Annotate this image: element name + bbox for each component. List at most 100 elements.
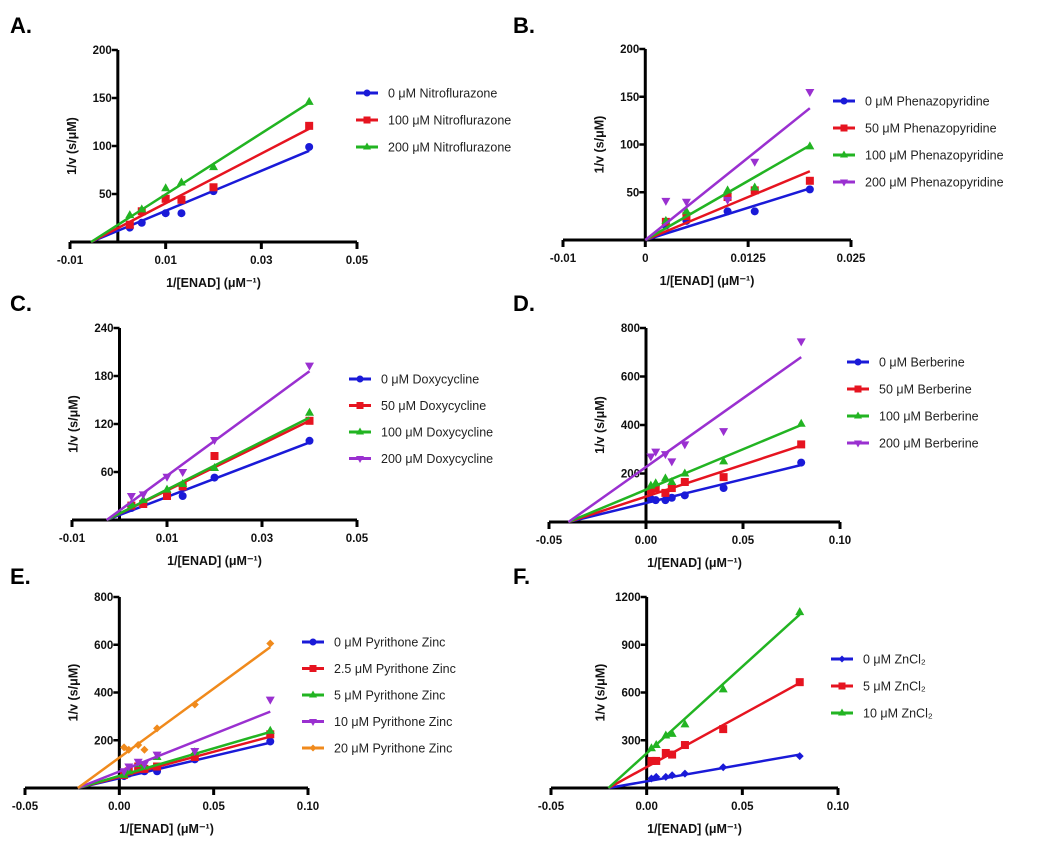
series-2: 200 μM Nitroflurazone: [90, 96, 511, 244]
data-point: [651, 448, 661, 457]
y-tick-label: 600: [621, 688, 640, 700]
x-tick-label: -0.01: [57, 255, 84, 267]
legend-marker: [840, 150, 848, 158]
x-tick-label: 0.10: [827, 801, 849, 813]
data-point: [668, 750, 677, 759]
data-point: [719, 428, 729, 437]
x-tick-label: 0.05: [346, 533, 369, 545]
legend-label: 20 μM Pyrithone Zinc: [334, 742, 452, 756]
data-point: [304, 96, 314, 105]
y-tick-label: 400: [621, 420, 640, 432]
panel-e: E. -0.05 0.00 0.05 0.10 200 400 600 800 1/[ENAD] …: [10, 564, 456, 836]
data-point: [178, 469, 188, 477]
x-tick-label: 0.01: [154, 255, 177, 267]
x-tick-label: 0.03: [250, 255, 272, 267]
series-0: 0 μM ZnCl₂: [608, 653, 926, 790]
data-point: [651, 496, 660, 505]
fit-line: [567, 356, 802, 524]
y-tick-label: 60: [101, 467, 114, 479]
data-point: [680, 441, 690, 450]
data-point: [210, 473, 219, 482]
x-tick-label: 0.01: [156, 533, 179, 545]
legend-label: 0 μM Pyrithone Zinc: [334, 636, 445, 650]
data-point: [163, 492, 171, 500]
data-point: [750, 207, 759, 216]
panel-label: C.: [10, 291, 32, 316]
data-point: [661, 197, 671, 206]
legend-marker: [356, 427, 364, 435]
y-tick-label: 100: [93, 141, 112, 153]
data-point: [750, 182, 760, 191]
data-point: [750, 158, 760, 167]
data-point: [124, 763, 134, 772]
data-point: [651, 740, 661, 749]
data-point: [266, 639, 275, 648]
data-point: [667, 458, 677, 467]
fit-line: [607, 613, 801, 789]
legend-marker: [854, 358, 862, 366]
data-point: [134, 741, 143, 750]
y-tick-label: 150: [93, 93, 112, 105]
y-tick-label: 400: [94, 688, 113, 700]
legend-label: 200 μM Nitroflurazone: [388, 141, 511, 155]
data-point: [796, 338, 806, 347]
y-axis-title: 1/v (s/μM): [594, 664, 608, 722]
series-3: 200 μM Doxycycline: [105, 362, 493, 522]
data-point: [668, 771, 677, 780]
data-point: [305, 121, 314, 130]
y-axis-title: 1/v (s/μM): [593, 396, 607, 454]
y-tick-label: 200: [93, 45, 112, 57]
legend-marker: [854, 440, 862, 448]
data-point: [647, 756, 656, 765]
data-point: [305, 407, 314, 416]
fit-line: [77, 710, 271, 790]
x-tick-label: 0.05: [202, 801, 225, 813]
y-tick-label: 900: [621, 640, 640, 652]
legend-label: 2.5 μM Pyrithone Zinc: [334, 662, 456, 676]
panel-label: D.: [513, 291, 535, 316]
data-point: [795, 752, 804, 761]
fit-line: [90, 149, 310, 244]
data-point: [719, 725, 728, 734]
legend-label: 200 μM Doxycycline: [381, 452, 493, 466]
legend-label: 200 μM Phenazopyridine: [865, 176, 1004, 190]
data-point: [681, 198, 691, 207]
data-point: [795, 607, 805, 616]
data-point: [265, 696, 275, 705]
data-point: [139, 500, 148, 508]
fit-line: [106, 441, 310, 522]
data-point: [125, 210, 135, 219]
legend-label: 100 μM Phenazopyridine: [865, 149, 1004, 163]
legend-marker: [356, 456, 364, 463]
legend-marker: [309, 744, 317, 752]
fit-line: [77, 646, 272, 790]
y-axis-title: 1/v (s/μM): [592, 116, 606, 174]
legend-marker: [840, 179, 848, 187]
data-point: [719, 473, 728, 482]
data-point: [652, 756, 661, 765]
x-tick-label: -0.05: [538, 801, 565, 813]
legend-marker: [838, 708, 846, 716]
data-point: [723, 207, 732, 216]
data-point: [152, 751, 162, 760]
data-point: [161, 183, 171, 192]
data-point: [719, 763, 728, 772]
legend-marker: [840, 124, 848, 132]
legend-label: 0 μM Doxycycline: [381, 373, 479, 387]
y-tick-label: 200: [620, 44, 639, 56]
legend-marker: [838, 682, 846, 690]
series-3: 200 μM Phenazopyridine: [644, 88, 1004, 241]
data-point: [266, 737, 275, 746]
data-point: [210, 452, 219, 460]
legend-marker: [854, 385, 862, 393]
x-tick-label: 0.00: [635, 535, 657, 547]
legend-marker: [838, 655, 846, 663]
legend-label: 0 μM Nitroflurazone: [388, 87, 497, 101]
series-0: 0 μM Nitroflurazone: [90, 87, 497, 244]
panel-label: E.: [10, 564, 31, 589]
data-point: [153, 724, 162, 733]
data-point: [140, 745, 149, 754]
data-point: [133, 758, 143, 767]
y-tick-label: 600: [94, 640, 113, 652]
